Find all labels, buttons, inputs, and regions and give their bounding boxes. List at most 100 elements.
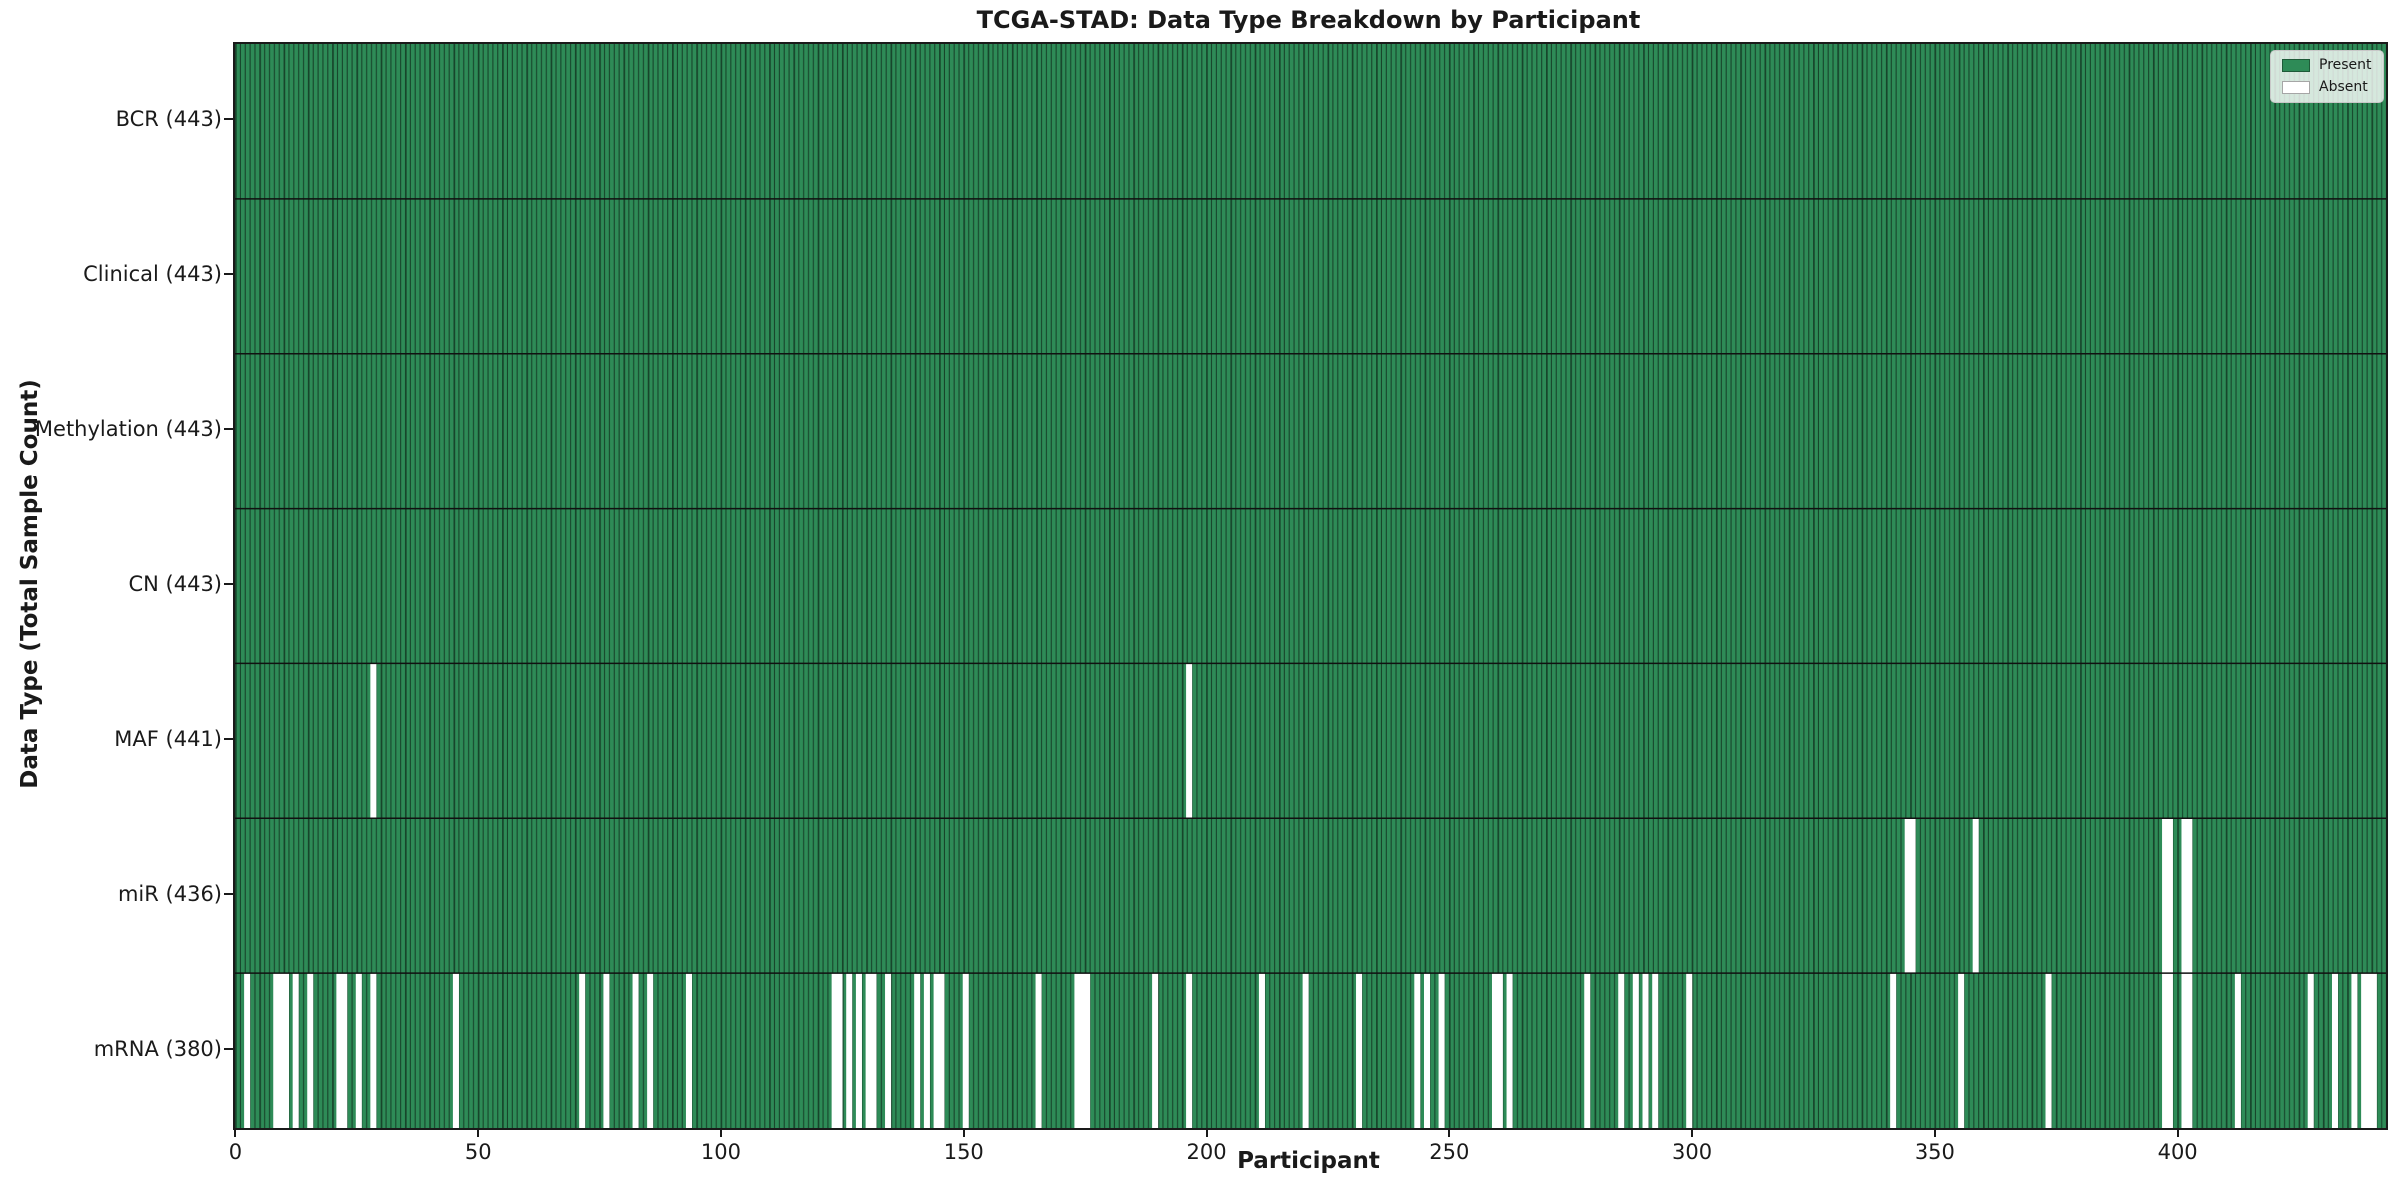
absent-cell [885,973,892,1128]
absent-cell [923,973,930,1128]
absent-cell [355,973,362,1128]
y-tick-mark [224,583,233,585]
absent-cell [2166,818,2173,974]
x-axis-label: Participant [1237,1148,1380,1174]
absent-cell [1652,973,1659,1128]
absent-cell [307,973,314,1128]
absent-cell [1084,973,1091,1128]
absent-cell [865,973,872,1128]
absent-cell [1424,973,1431,1128]
absent-cell [292,973,299,1128]
legend-label-absent: Absent [2319,79,2368,95]
absent-cell [2307,973,2314,1128]
presence-matrix [235,44,2386,1128]
absent-cell [2166,973,2173,1128]
legend-swatch-present-icon [2282,59,2310,72]
absent-cell [341,973,348,1128]
x-tick-mark [1933,1128,1936,1137]
absent-cell [855,973,862,1128]
legend-swatch-absent-icon [2282,81,2310,94]
absent-cell [1506,973,1513,1128]
absent-cell [1686,973,1693,1128]
absent-cell [1904,818,1911,974]
absent-cell [836,973,843,1128]
absent-cell [1438,973,1445,1128]
chart-title: TCGA-STAD: Data Type Breakdown by Partic… [976,6,1641,34]
absent-cell [1258,973,1265,1128]
absent-cell [2162,818,2169,974]
x-tick-label-0: 0 [228,1140,243,1164]
absent-cell [2186,973,2193,1128]
y-tick-mark [224,428,233,431]
absent-cell [1186,973,1193,1128]
absent-cell [1632,973,1639,1128]
x-tick-mark [234,1128,237,1137]
absent-cell [1356,973,1363,1128]
plot-area [233,42,2388,1130]
absent-cell [2361,973,2368,1128]
x-tick-label-150: 150 [943,1140,984,1164]
x-tick-label-50: 50 [464,1140,492,1164]
absent-cell [1074,973,1081,1128]
absent-cell [1414,973,1421,1128]
absent-cell [2370,973,2377,1128]
absent-cell [370,663,377,819]
y-tick-label-miR: miR (436) [117,881,222,906]
absent-cell [1909,818,1916,974]
absent-cell [278,973,285,1128]
absent-cell [1618,973,1625,1128]
absent-cell [2045,973,2052,1128]
absent-cell [1972,818,1979,974]
x-tick-mark [2176,1128,2179,1137]
absent-cell [962,973,969,1128]
absent-cell [603,973,610,1128]
x-tick-label-100: 100 [700,1140,742,1164]
absent-cell [2365,973,2373,1128]
x-tick-mark [1448,1128,1451,1137]
x-tick-mark [962,1128,965,1137]
absent-cell [273,973,280,1128]
absent-cell [846,973,853,1128]
absent-cell [1079,973,1086,1128]
absent-cell [2351,973,2358,1128]
absent-cell [452,973,459,1128]
absent-cell [938,973,945,1128]
absent-cell [244,973,251,1128]
legend-item-absent: Absent [2282,80,2372,95]
y-tick-mark [224,892,233,895]
absent-cell [1302,973,1309,1128]
absent-cell [2331,973,2339,1128]
y-tick-mark [224,1047,233,1050]
x-tick-label-400: 400 [2157,1140,2198,1164]
x-tick-label-200: 200 [1186,1140,1227,1164]
absent-cell [282,973,290,1128]
y-tick-label-Clinical: Clinical (443) [83,262,222,287]
present-bars [235,44,2386,1128]
absent-cell [1035,973,1042,1128]
y-tick-label-CN: CN (443) [128,572,222,596]
absent-cell [336,973,343,1128]
absent-cell [2181,818,2188,974]
absent-cell [647,973,654,1128]
absent-cell [831,973,838,1128]
x-tick-mark [719,1128,722,1137]
absent-cell [914,973,921,1128]
absent-cell [2162,973,2169,1128]
absent-cell [579,973,586,1128]
absent-cell [1496,973,1503,1128]
absent-cell [685,973,693,1128]
absent-cell [632,973,639,1128]
x-tick-mark [477,1128,480,1137]
absent-cell [1642,973,1649,1128]
x-tick-label-300: 300 [1672,1140,1713,1164]
x-tick-mark [1205,1128,1208,1137]
x-tick-label-250: 250 [1429,1140,1470,1164]
absent-cell [1584,973,1591,1128]
absent-cell [1890,973,1897,1128]
absent-cell [370,973,377,1128]
y-tick-mark [224,737,233,740]
legend: Present Absent [2270,50,2384,103]
absent-cell [2234,973,2241,1128]
absent-cell [1186,663,1193,819]
absent-cell [870,973,877,1128]
